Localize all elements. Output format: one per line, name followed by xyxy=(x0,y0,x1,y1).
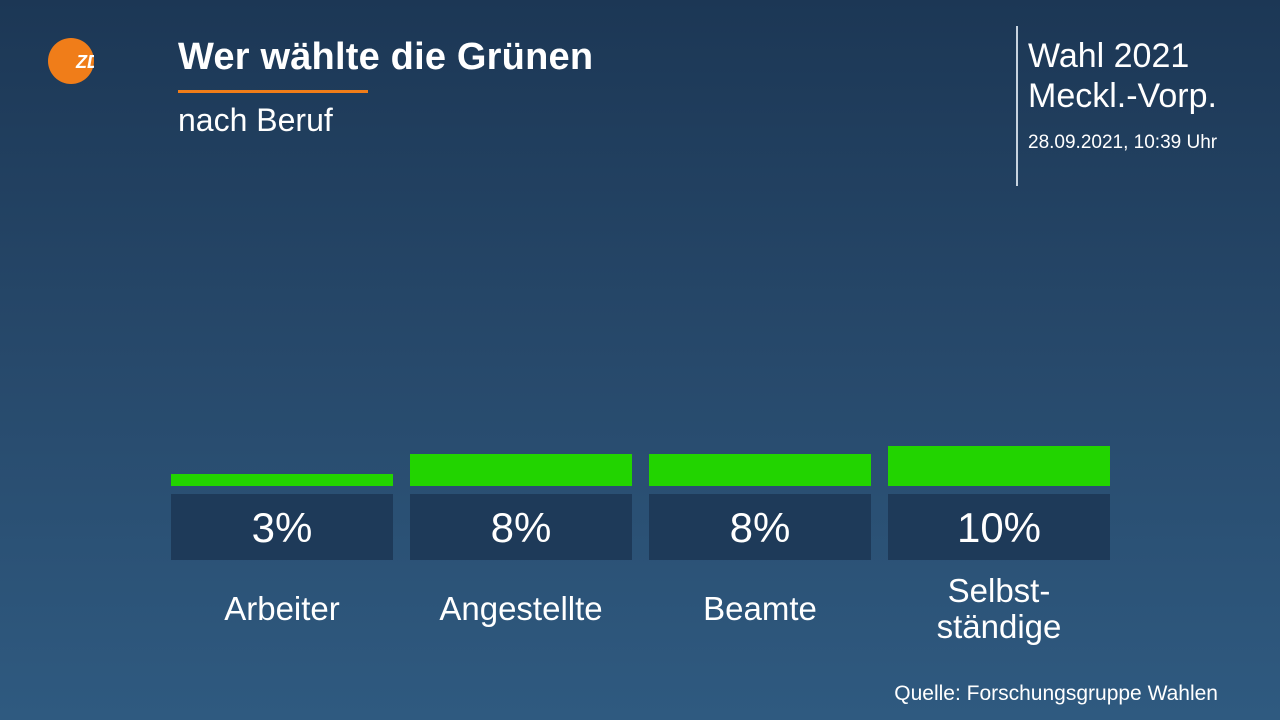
bar-3 xyxy=(649,454,871,486)
value-box-1 xyxy=(171,494,393,560)
title-underline xyxy=(178,90,368,93)
value-label-4: 10% xyxy=(957,504,1041,551)
category-label-4: Selbst- ständige xyxy=(936,572,1062,645)
value-box-4 xyxy=(888,494,1110,560)
bar-2 xyxy=(410,454,632,486)
value-label-1: 3% xyxy=(252,504,313,551)
zdf-logo-icon: ZDF xyxy=(48,38,94,84)
zdf-logo-text: ZDF xyxy=(75,52,94,72)
value-label-3: 8% xyxy=(730,504,791,551)
timestamp: 28.09.2021, 10:39 Uhr xyxy=(1028,132,1218,153)
value-box-2 xyxy=(410,494,632,560)
bar-4 xyxy=(888,446,1110,486)
chart-subtitle: nach Beruf xyxy=(178,102,333,138)
value-box-3 xyxy=(649,494,871,560)
bar-1 xyxy=(171,474,393,486)
category-label-3: Beamte xyxy=(703,590,817,627)
source-note: Quelle: Forschungsgruppe Wahlen xyxy=(894,682,1218,705)
election-label: Wahl 2021 Meckl.-Vorp. xyxy=(1028,37,1217,115)
vertical-divider xyxy=(1016,26,1018,186)
value-label-2: 8% xyxy=(491,504,552,551)
category-label-2: Angestellte xyxy=(439,590,603,627)
category-label-1: Arbeiter xyxy=(224,590,340,627)
chart-title: Wer wählte die Grünen xyxy=(178,36,594,78)
